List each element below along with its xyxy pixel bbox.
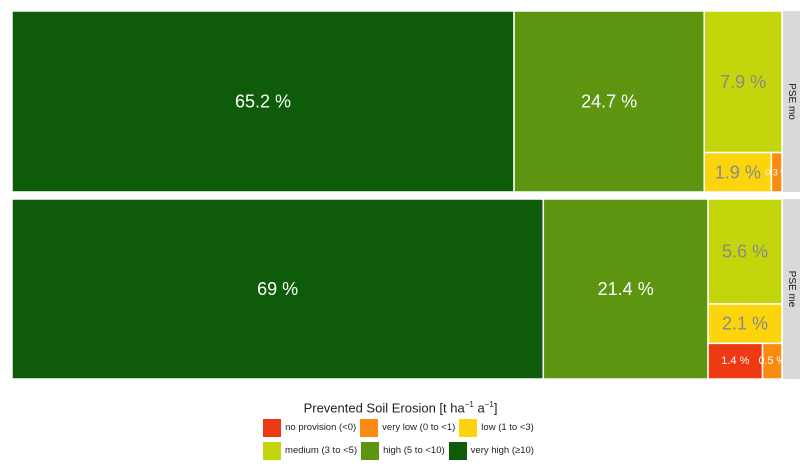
tile-label-low-1-to-3: 1.9 % <box>715 162 761 182</box>
legend-swatch <box>263 441 282 460</box>
legend-swatch <box>360 418 379 437</box>
facet-strip-label: PSE me <box>786 271 797 308</box>
facet-strip <box>783 11 800 192</box>
legend-title-end: ] <box>493 400 498 416</box>
tile-medium-3-to-5 <box>703 10 783 154</box>
legend-label: medium (3 to <5) <box>285 445 358 456</box>
tile-label-very-high-10: 65.2 % <box>235 92 291 112</box>
legend-title-sup1: −1 <box>464 400 474 409</box>
tile-label-medium-3-to-5: 7.9 % <box>720 72 766 92</box>
legend-item: low (1 to <3) <box>459 418 534 437</box>
facet-strip-label: PSE mo <box>786 83 797 120</box>
tile-label-high-5-to-10: 21.4 % <box>598 279 654 299</box>
tile-medium-3-to-5 <box>707 198 783 305</box>
legend-item: very low (0 to <1) <box>360 418 456 437</box>
tile-label-very-low-0-to-1: 0.5 % <box>759 355 787 367</box>
legend-title: Prevented Soil Erosion [t ha−1 a−1] <box>0 394 801 416</box>
legend-row: medium (3 to <5) high (5 to <10) very high… <box>263 439 538 462</box>
treemap-chart: 65.2 % 24.7 % 7.9 % 1.9 % 0.3 % PSE mo 69 % 21.… <box>11 10 800 380</box>
tile-label-no-provision-0: 1.4 % <box>721 355 749 367</box>
legend-swatch <box>263 418 282 437</box>
tile-very-high-10 <box>11 10 515 193</box>
legend-label: high (5 to <10) <box>383 445 445 456</box>
tile-high-5-to-10 <box>513 10 705 193</box>
legend-label: very low (0 to <1) <box>382 422 456 433</box>
legend-label: very high (≥10) <box>470 445 534 456</box>
tile-label-high-5-to-10: 24.7 % <box>581 92 637 112</box>
tile-label-very-high-10: 69 % <box>257 279 298 299</box>
legend-title-sup2: −1 <box>484 400 494 409</box>
legend-item: medium (3 to <5) <box>263 441 358 460</box>
legend: Prevented Soil Erosion [t ha−1 a−1] no p… <box>0 394 801 462</box>
legend-title-mid: a <box>473 400 485 416</box>
legend-label: no provision (<0) <box>285 422 357 433</box>
legend-label: low (1 to <3) <box>481 422 534 433</box>
legend-rows: no provision (<0) very low (0 to <1) low (… <box>0 416 801 462</box>
legend-swatch <box>459 418 478 437</box>
tile-no-provision-0 <box>707 342 764 380</box>
legend-item: no provision (<0) <box>263 418 357 437</box>
tile-label-low-1-to-3: 2.1 % <box>722 314 768 334</box>
legend-item: very high (≥10) <box>448 441 534 460</box>
tile-label-medium-3-to-5: 5.6 % <box>722 242 768 262</box>
tile-very-low-0-to-1 <box>761 342 783 380</box>
facet-strip <box>783 199 800 379</box>
legend-row: no provision (<0) very low (0 to <1) low (… <box>263 416 538 439</box>
tile-label-very-low-0-to-1: 0.3 % <box>765 167 788 177</box>
legend-swatch <box>448 441 467 460</box>
legend-item: high (5 to <10) <box>361 441 445 460</box>
tile-very-low-0-to-1 <box>770 151 783 193</box>
legend-swatch <box>361 441 380 460</box>
legend-title-main: Prevented Soil Erosion [t ha <box>303 400 465 416</box>
tile-low-1-to-3 <box>707 303 783 345</box>
